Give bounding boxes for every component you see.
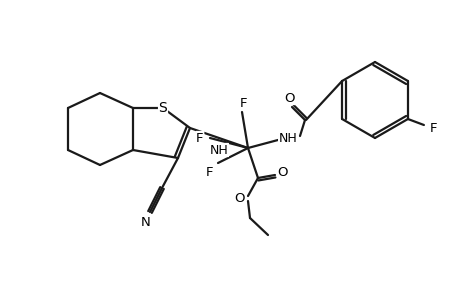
Text: NH: NH: [278, 131, 297, 145]
Text: O: O: [284, 92, 295, 104]
Text: F: F: [206, 166, 213, 178]
Text: N: N: [141, 215, 151, 229]
Text: F: F: [429, 122, 437, 134]
Text: F: F: [240, 97, 247, 110]
Text: O: O: [277, 167, 288, 179]
Text: S: S: [158, 101, 167, 115]
Text: NH: NH: [209, 143, 228, 157]
Text: F: F: [196, 131, 203, 145]
Text: O: O: [234, 191, 245, 205]
